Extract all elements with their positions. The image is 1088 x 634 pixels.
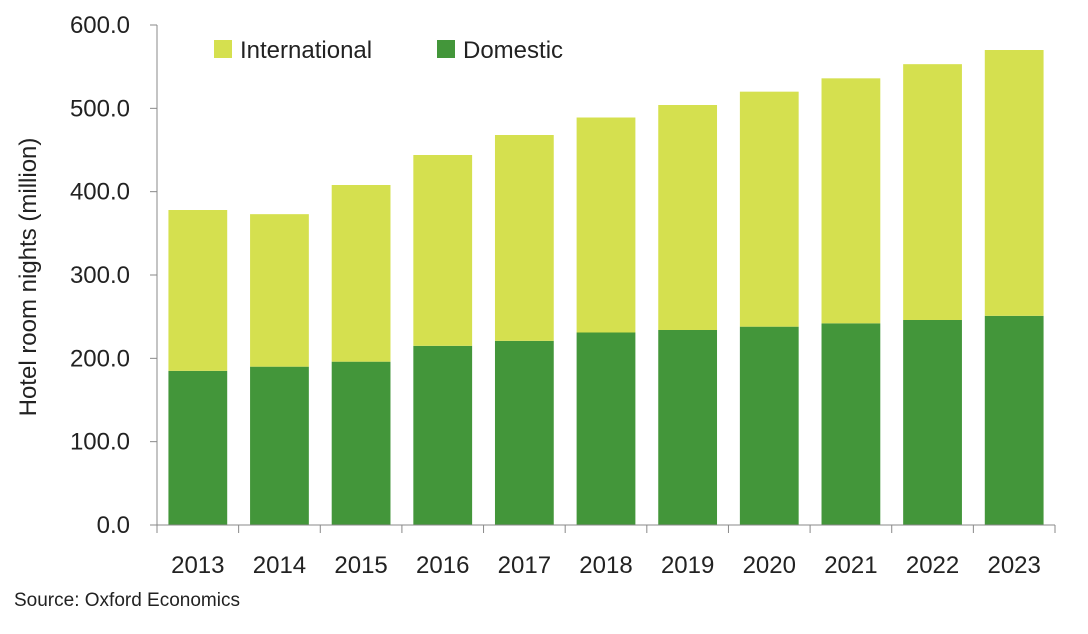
legend: International Domestic [214, 37, 563, 64]
bar-domestic-2020 [739, 326, 799, 525]
x-tick-label: 2013 [171, 552, 224, 579]
bar-domestic-2018 [576, 332, 636, 525]
x-tick-label: 2019 [661, 552, 714, 579]
x-tick-label: 2015 [334, 552, 387, 579]
bar-international-2017 [494, 135, 554, 341]
bar-domestic-2023 [984, 315, 1044, 525]
legend-swatch-international [214, 40, 232, 58]
bar-domestic-2015 [331, 361, 391, 525]
x-tick-label: 2016 [416, 552, 469, 579]
bar-international-2018 [576, 117, 636, 333]
bar-international-2014 [250, 214, 309, 367]
x-tick-label: 2022 [906, 552, 959, 579]
bar-international-2020 [739, 91, 799, 327]
bar-domestic-2019 [658, 330, 718, 525]
bar-domestic-2013 [168, 370, 228, 525]
x-tick-label: 2021 [824, 552, 877, 579]
bars [168, 50, 1044, 525]
bar-international-2023 [984, 50, 1044, 316]
y-axis-title: Hotel room nights (million) [15, 138, 42, 417]
y-tick-label: 500.0 [70, 95, 130, 122]
y-tick-label: 100.0 [70, 429, 130, 456]
bar-international-2019 [658, 105, 718, 330]
x-tick-label: 2014 [253, 552, 306, 579]
y-tick-label: 400.0 [70, 179, 130, 206]
y-tick-label: 300.0 [70, 262, 130, 289]
x-tick-label: 2017 [498, 552, 551, 579]
bar-international-2021 [821, 78, 881, 324]
y-axis: 0.0 100.0 200.0 300.0 400.0 500.0 600.0 [70, 12, 158, 539]
x-axis: 2013 2014 2015 2016 2017 2018 2019 2020 2021 2022… [156, 524, 1056, 579]
bar-international-2016 [413, 155, 473, 346]
legend-swatch-domestic [437, 40, 455, 58]
bar-international-2015 [331, 185, 391, 362]
y-tick-label: 200.0 [70, 345, 130, 372]
source-note: Source: Oxford Economics [14, 590, 240, 611]
bar-domestic-2016 [413, 345, 473, 525]
y-tick-label: 0.0 [97, 512, 130, 539]
bar-domestic-2014 [250, 366, 309, 525]
bar-international-2013 [168, 210, 228, 371]
bar-international-2022 [903, 64, 962, 321]
x-tick-label: 2020 [743, 552, 796, 579]
bar-domestic-2017 [494, 340, 554, 525]
y-tick-label: 600.0 [70, 12, 130, 39]
legend-label-international: International [240, 37, 372, 64]
x-tick-label: 2018 [579, 552, 632, 579]
x-tick-label: 2023 [987, 552, 1040, 579]
bar-domestic-2022 [903, 320, 962, 525]
bar-domestic-2021 [821, 323, 881, 525]
legend-label-domestic: Domestic [463, 37, 563, 64]
